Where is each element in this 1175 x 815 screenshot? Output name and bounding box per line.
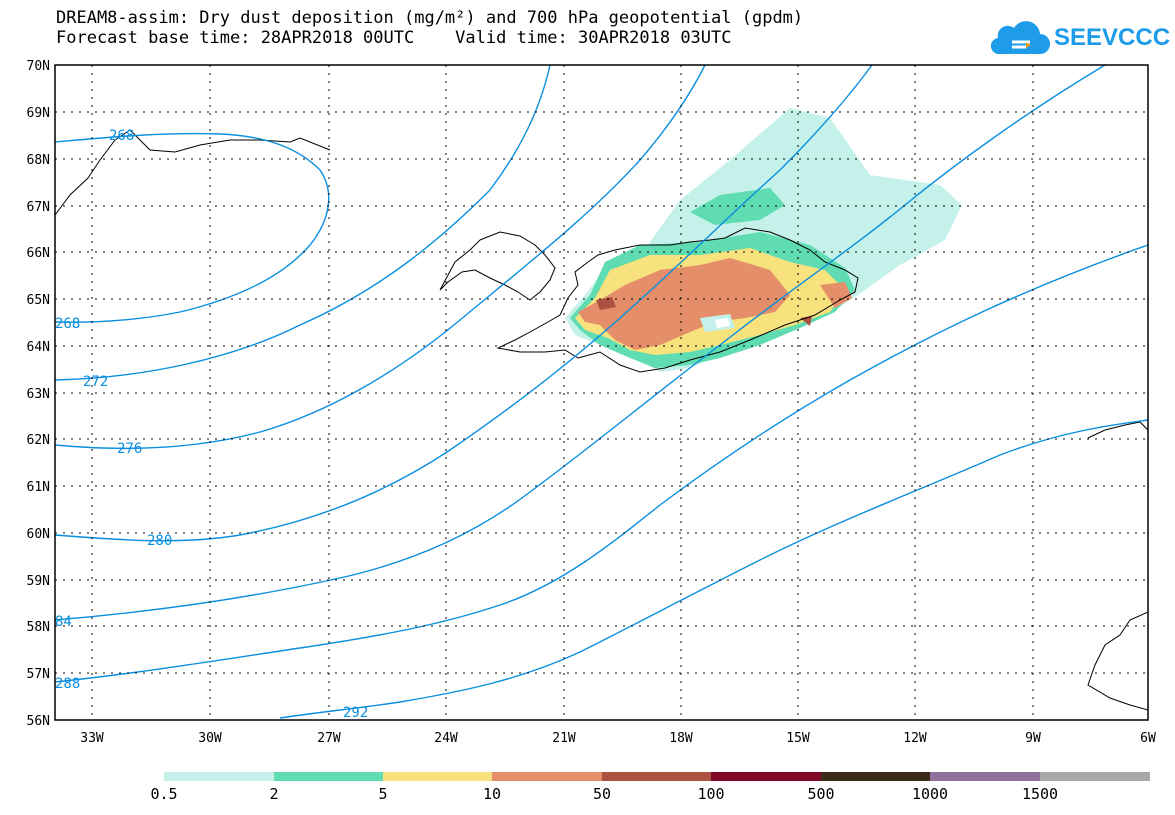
legend-label: 1000 bbox=[911, 785, 949, 803]
contour-272 bbox=[54, 64, 551, 381]
legend-swatch-50 bbox=[602, 772, 711, 781]
legend-label: 0.5 bbox=[150, 785, 178, 803]
lon-label: 21W bbox=[552, 731, 576, 746]
legend-swatch-500 bbox=[821, 772, 930, 781]
lat-label: 60N bbox=[27, 527, 50, 542]
contour-268-north bbox=[54, 132, 330, 323]
contour-label: 276 bbox=[117, 441, 142, 457]
legend-label: 50 bbox=[592, 785, 612, 803]
contour-284 bbox=[54, 64, 1106, 621]
legend-label: 1500 bbox=[1021, 785, 1059, 803]
lat-label: 66N bbox=[27, 246, 50, 261]
legend-label: 100 bbox=[697, 785, 725, 803]
lon-label: 30W bbox=[198, 731, 222, 746]
westfjords-coastline bbox=[439, 231, 556, 301]
iceland-coastline bbox=[496, 227, 859, 373]
contour-288 bbox=[54, 244, 1149, 683]
legend-label: 500 bbox=[807, 785, 835, 803]
lat-label: 63N bbox=[27, 387, 50, 402]
lat-label: 58N bbox=[27, 620, 50, 635]
lon-label: 18W bbox=[669, 731, 693, 746]
lon-label: 33W bbox=[80, 731, 104, 746]
legend-swatch-1000 bbox=[930, 772, 1040, 781]
legend-label: 10 bbox=[482, 785, 502, 803]
deposition-gap-area-2 bbox=[715, 318, 730, 328]
legend-swatch-5 bbox=[383, 772, 492, 781]
map-title: DREAM8-assim: Dry dust deposition (mg/m²… bbox=[56, 8, 804, 28]
legend-label: 2 bbox=[269, 785, 279, 803]
lat-label: 57N bbox=[27, 667, 50, 682]
deposition-10-area bbox=[578, 258, 852, 350]
greenland-coastline bbox=[54, 129, 331, 216]
legend-swatch-1500 bbox=[1040, 772, 1150, 781]
legend-label: 5 bbox=[378, 785, 388, 803]
lat-label: 65N bbox=[27, 293, 50, 308]
legend-swatch-0.5 bbox=[164, 772, 274, 781]
contour-labels: 268 268 272 276 280 84 288 292 bbox=[55, 128, 368, 721]
lat-label: 67N bbox=[27, 200, 50, 215]
cloud-icon bbox=[990, 21, 1050, 55]
longitude-axis: 33W 30W 27W 24W 21W 18W 15W 12W 9W 6W bbox=[80, 731, 1156, 746]
lat-label: 64N bbox=[27, 340, 50, 355]
lon-label: 24W bbox=[434, 731, 458, 746]
faroe-coastline bbox=[1087, 421, 1149, 439]
contour-label: 268 bbox=[109, 128, 134, 144]
legend-swatch-100 bbox=[711, 772, 821, 781]
lat-label: 61N bbox=[27, 480, 50, 495]
contour-280 bbox=[54, 64, 873, 542]
contour-292 bbox=[279, 419, 1149, 719]
lon-label: 27W bbox=[317, 731, 341, 746]
geopotential-contours bbox=[54, 64, 1149, 719]
contour-label: 288 bbox=[55, 676, 80, 692]
scotland-coastline bbox=[1087, 611, 1149, 711]
lon-label: 9W bbox=[1025, 731, 1041, 746]
seevccc-logo: SEEVCCC bbox=[990, 18, 1170, 58]
contour-label: 268 bbox=[55, 316, 80, 332]
legend-swatch-10 bbox=[492, 772, 602, 781]
contour-label: 84 bbox=[55, 614, 72, 630]
logo-text: SEEVCCC bbox=[1054, 24, 1171, 51]
lon-label: 15W bbox=[786, 731, 810, 746]
contour-label: 292 bbox=[343, 705, 368, 721]
lat-label: 59N bbox=[27, 574, 50, 589]
legend-swatch-2 bbox=[274, 772, 383, 781]
color-legend bbox=[164, 772, 1150, 781]
lat-label: 62N bbox=[27, 433, 50, 448]
map-frame bbox=[54, 64, 1149, 721]
coastlines bbox=[54, 129, 1149, 711]
contour-label: 280 bbox=[147, 533, 172, 549]
graticule bbox=[55, 65, 1148, 720]
lat-label: 56N bbox=[27, 714, 50, 729]
latitude-axis: 70N 69N 68N 67N 66N 65N 64N 63N 62N 61N … bbox=[27, 59, 50, 729]
lat-label: 68N bbox=[27, 153, 50, 168]
contour-label: 272 bbox=[83, 374, 108, 390]
lon-label: 6W bbox=[1140, 731, 1156, 746]
contour-276 bbox=[54, 64, 706, 449]
lon-label: 12W bbox=[903, 731, 927, 746]
lat-label: 70N bbox=[27, 59, 50, 74]
lat-label: 69N bbox=[27, 106, 50, 121]
dust-deposition-field bbox=[565, 108, 962, 372]
map-subtitle: Forecast base time: 28APR2018 00UTC Vali… bbox=[56, 28, 732, 48]
